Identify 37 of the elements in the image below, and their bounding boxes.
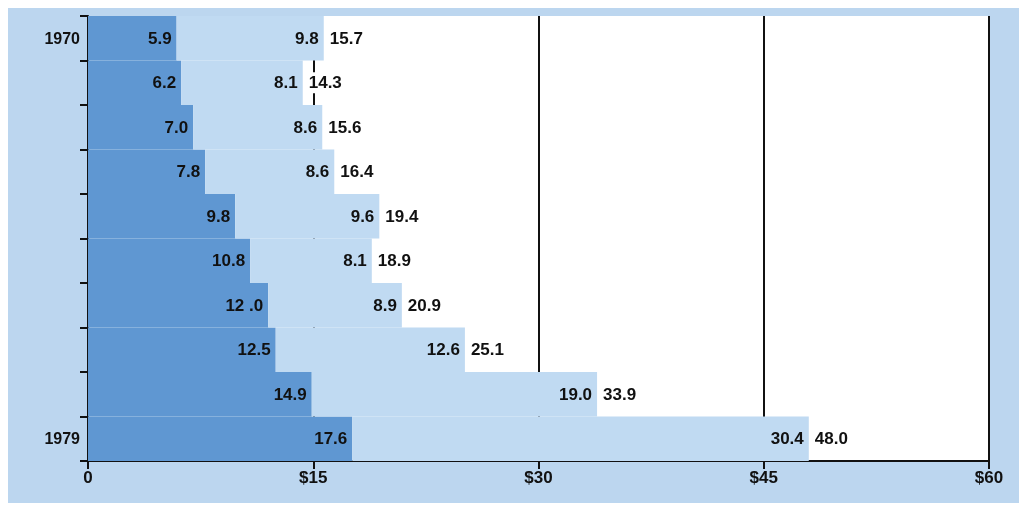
data-label: 19.0 (558, 384, 593, 404)
total-label: 48.0 (814, 429, 848, 449)
data-label: 14.9 (273, 384, 307, 404)
data-label: 8.6 (293, 117, 318, 137)
x-tick-label: $30 (524, 468, 553, 487)
data-label: 8.9 (373, 295, 397, 315)
x-tick-label: 0 (83, 468, 93, 487)
total-label: 19.4 (385, 206, 419, 226)
data-label: 8.1 (343, 251, 367, 271)
total-label: 20.9 (407, 295, 441, 315)
data-label: 17.6 (314, 429, 348, 449)
data-label: 8.6 (305, 162, 330, 182)
total-label: 18.9 (377, 251, 411, 271)
data-label: 12.6 (426, 340, 460, 360)
total-label: 15.6 (328, 117, 362, 137)
y-tick-label: 1970 (44, 29, 81, 47)
total-label: 33.9 (603, 384, 637, 404)
data-label: 12 .0 (225, 295, 264, 315)
data-label: 9.6 (350, 206, 375, 226)
data-label: 8.1 (274, 73, 298, 93)
data-label: 5.9 (147, 28, 172, 48)
x-tick-label: $45 (749, 468, 778, 487)
data-label: 7.8 (176, 162, 201, 182)
x-tick-label: $60 (974, 468, 1004, 487)
x-tick-label: $15 (299, 468, 328, 487)
y-tick-label: 1979 (44, 430, 81, 448)
data-label: 12.5 (237, 340, 271, 360)
data-label: 9.8 (295, 28, 319, 48)
data-label: 7.0 (164, 117, 189, 137)
data-label: 10.8 (212, 251, 246, 271)
total-label: 14.3 (308, 73, 342, 93)
data-label: 9.8 (206, 206, 231, 226)
total-label: 16.4 (340, 162, 374, 182)
total-label: 15.7 (329, 28, 363, 48)
data-label: 30.4 (770, 429, 805, 449)
data-label: 6.2 (152, 73, 177, 93)
total-label: 25.1 (470, 340, 505, 360)
